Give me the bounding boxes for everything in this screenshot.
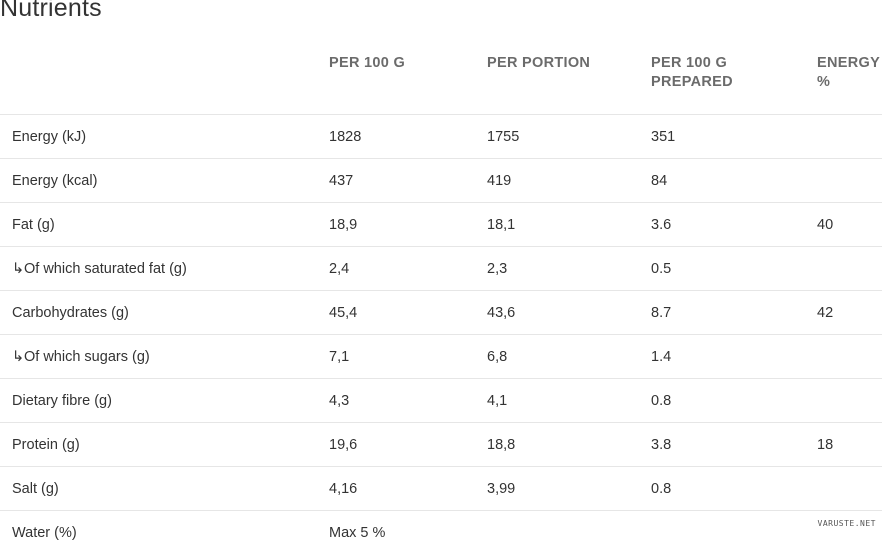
cell-per-100g-prepared: 0.8: [639, 379, 805, 423]
cell-per-100g-prepared: 351: [639, 115, 805, 159]
cell-per-portion: 419: [475, 159, 639, 203]
cell-per-100g: 19,6: [317, 423, 475, 467]
cell-per-portion: 2,3: [475, 247, 639, 291]
cell-per-100g-prepared: 0.5: [639, 247, 805, 291]
cell-nutrient: Fat (g): [0, 203, 317, 247]
cell-per-portion: 4,1: [475, 379, 639, 423]
cell-nutrient: ↳Of which saturated fat (g): [0, 247, 317, 291]
cell-per-100g-prepared: 1.4: [639, 335, 805, 379]
cell-per-100g-prepared: 0.8: [639, 467, 805, 511]
cell-per-portion: 18,1: [475, 203, 639, 247]
page-title: Nutrients: [0, 0, 102, 23]
sub-item-arrow-icon: ↳: [12, 349, 24, 365]
table-row: Water (%)Max 5 %: [0, 511, 882, 554]
sub-item-label: Of which sugars (g): [24, 349, 150, 365]
cell-energy-percent: 18: [805, 423, 882, 467]
cell-per-100g-prepared: 3.6: [639, 203, 805, 247]
cell-energy-percent: 42: [805, 291, 882, 335]
column-header-per-portion: PER PORTION: [475, 42, 639, 115]
nutrients-table: PER 100 G PER PORTION PER 100 G PREPARED…: [0, 42, 882, 554]
cell-energy-percent: [805, 379, 882, 423]
cell-nutrient: Water (%): [0, 511, 317, 554]
column-header-per-100g: PER 100 G: [317, 42, 475, 115]
cell-per-100g: 7,1: [317, 335, 475, 379]
cell-per-100g: Max 5 %: [317, 511, 475, 554]
cell-per-100g: 437: [317, 159, 475, 203]
cell-nutrient: Carbohydrates (g): [0, 291, 317, 335]
cell-energy-percent: 40: [805, 203, 882, 247]
cell-per-100g: 45,4: [317, 291, 475, 335]
cell-per-portion: 3,99: [475, 467, 639, 511]
cell-nutrient: Dietary fibre (g): [0, 379, 317, 423]
cell-nutrient: Salt (g): [0, 467, 317, 511]
column-header-per-100g-prepared: PER 100 G PREPARED: [639, 42, 805, 115]
cell-per-100g: 2,4: [317, 247, 475, 291]
cell-nutrient: Energy (kJ): [0, 115, 317, 159]
cell-per-100g-prepared: 3.8: [639, 423, 805, 467]
cell-per-portion: [475, 511, 639, 554]
cell-per-100g-prepared: 8.7: [639, 291, 805, 335]
cell-nutrient: Protein (g): [0, 423, 317, 467]
cell-per-100g: 4,16: [317, 467, 475, 511]
cell-per-100g-prepared: 84: [639, 159, 805, 203]
column-header-nutrient: [0, 42, 317, 115]
cell-energy-percent: [805, 335, 882, 379]
sub-item-arrow-icon: ↳: [12, 261, 24, 277]
watermark: VARUSTE.NET: [818, 519, 876, 528]
cell-energy-percent: [805, 115, 882, 159]
cell-per-100g: 18,9: [317, 203, 475, 247]
cell-energy-percent: [805, 511, 882, 554]
cell-per-100g-prepared: [639, 511, 805, 554]
cell-nutrient: ↳Of which sugars (g): [0, 335, 317, 379]
table-header-row: PER 100 G PER PORTION PER 100 G PREPARED…: [0, 42, 882, 115]
cell-per-100g: 1828: [317, 115, 475, 159]
column-header-energy-percent: ENERGY %: [805, 42, 882, 115]
cell-per-portion: 18,8: [475, 423, 639, 467]
cell-nutrient: Energy (kcal): [0, 159, 317, 203]
cell-per-portion: 43,6: [475, 291, 639, 335]
cell-per-100g: 4,3: [317, 379, 475, 423]
cell-energy-percent: [805, 467, 882, 511]
cell-energy-percent: [805, 247, 882, 291]
cell-per-portion: 6,8: [475, 335, 639, 379]
cell-per-portion: 1755: [475, 115, 639, 159]
cell-energy-percent: [805, 159, 882, 203]
sub-item-label: Of which saturated fat (g): [24, 261, 187, 277]
